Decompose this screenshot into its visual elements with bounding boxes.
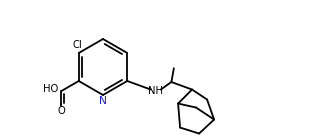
Text: HO: HO bbox=[43, 84, 58, 94]
Text: N: N bbox=[99, 96, 107, 106]
Text: Cl: Cl bbox=[73, 40, 83, 50]
Text: O: O bbox=[58, 106, 65, 116]
Text: NH: NH bbox=[148, 85, 163, 95]
